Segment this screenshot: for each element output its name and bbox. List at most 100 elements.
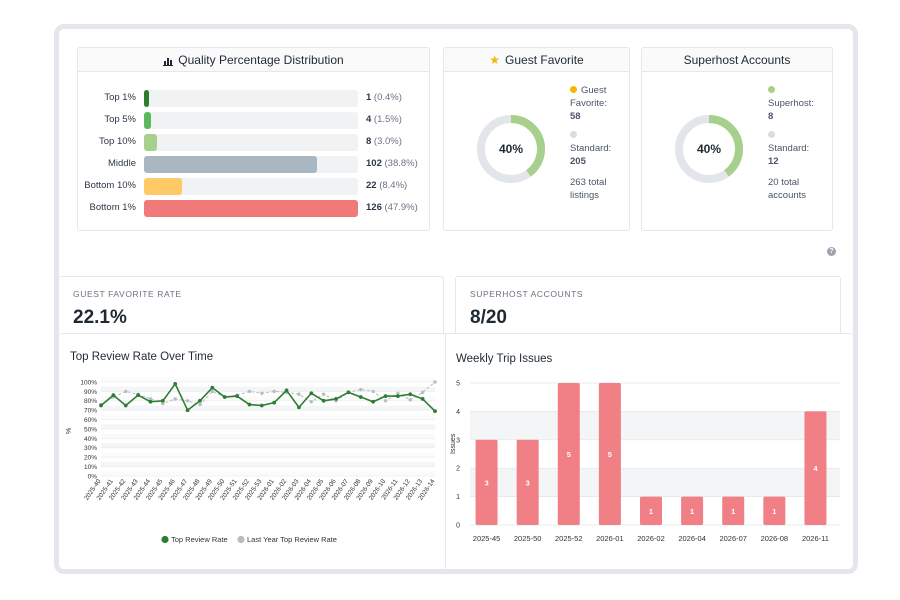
gridband [101, 396, 435, 401]
guest-favorite-count: 58 [570, 111, 581, 122]
last-year-rate-point [396, 391, 400, 395]
quality-row: Bottom 1% 126 (47.9%) [78, 200, 431, 217]
top-review-rate-point [383, 394, 388, 398]
y-tick-label: 30% [84, 445, 97, 452]
y-tick-label: 0% [88, 473, 98, 480]
y-tick-label: 90% [84, 389, 97, 396]
top-review-rate-point [222, 395, 227, 399]
legend-label-top-review-rate: Top Review Rate [171, 535, 228, 544]
quality-row-value: 102 (38.8%) [366, 158, 418, 169]
superhost-card: Superhost Accounts 40% Superhost: 8 Stan… [641, 47, 833, 231]
last-year-rate-point [247, 389, 252, 394]
bar-value-label: 3 [526, 478, 530, 487]
gridband [101, 424, 435, 429]
last-year-rate-point [433, 380, 437, 384]
last-year-rate-point [297, 392, 301, 396]
guest-favorite-legend: Guest Favorite: 58 Standard: 205 263 tot… [570, 84, 630, 202]
quality-distribution-header: Quality Percentage Distribution [78, 48, 429, 72]
top-review-rate-point [309, 391, 314, 396]
trip-issues-chart-title: Weekly Trip Issues [456, 353, 553, 365]
guest-favorite-rate-label: GUEST FAVORITE RATE [73, 289, 182, 299]
quality-row: Top 5% 4 (1.5%) [78, 112, 431, 129]
last-year-rate-point [359, 387, 363, 392]
quality-row-track [144, 200, 358, 217]
top-review-rate-point [111, 393, 116, 398]
last-year-rate-point [371, 389, 375, 394]
top-review-rate-point [198, 398, 202, 403]
x-tick-label: 2026-02 [637, 534, 665, 543]
y-tick-label: 70% [84, 408, 97, 415]
trip-issues-bar [722, 496, 745, 525]
guest-favorite-title: Guest Favorite [505, 52, 584, 67]
x-tick-label: 2025-45 [473, 534, 501, 543]
trip-issues-bar [640, 496, 662, 525]
bar-value-label: 5 [567, 450, 571, 459]
quality-row-bar [144, 156, 318, 173]
quality-row-label: Middle [108, 158, 136, 169]
superhost-accounts-label: SUPERHOST ACCOUNTS [470, 289, 584, 299]
quality-row-track [144, 178, 358, 195]
gridband [101, 452, 435, 458]
superhost-title: Superhost Accounts [683, 52, 791, 67]
trip-issues-bar [681, 496, 704, 525]
quality-row-bar [144, 134, 158, 151]
gridband [101, 461, 435, 467]
quality-row-value: 1 (0.4%) [366, 92, 402, 103]
top-review-rate-point [420, 397, 425, 401]
top-review-rate-point [160, 398, 165, 403]
trip-issues-bar [557, 383, 580, 525]
top-review-rate-point [259, 403, 264, 408]
quality-row-label: Top 5% [104, 114, 136, 125]
y-axis-label: % [66, 428, 73, 434]
y-tick-label: 3 [456, 437, 460, 444]
superhost-header: Superhost Accounts [642, 48, 832, 72]
last-year-rate-point [198, 402, 202, 407]
y-tick-label: 50% [84, 426, 97, 433]
dashboard-frame: Quality Percentage Distribution Top 1% 1 … [54, 24, 858, 574]
quality-row-value: 22 (8.4%) [366, 180, 408, 191]
top-review-rate-point [321, 398, 326, 403]
standard-count: 205 [570, 156, 586, 167]
standard-dot [768, 131, 775, 138]
trip-issues-bar [516, 439, 539, 525]
guest-favorite-header: ★ Guest Favorite [444, 48, 629, 72]
y-tick-label: 20% [84, 455, 97, 462]
star-icon: ★ [489, 52, 501, 67]
top-review-rate-line [100, 382, 436, 412]
trip-issues-chart: 012345Issues32025-4532025-5052025-525202… [450, 381, 840, 543]
guest-favorite-donut [477, 115, 545, 183]
gridband [101, 414, 435, 420]
top-review-rate-point [210, 385, 215, 390]
x-tick-label: 2026-11 [802, 534, 829, 543]
help-icon[interactable]: ? [827, 247, 836, 256]
quality-distribution-title: Quality Percentage Distribution [178, 52, 344, 67]
standard-count: 12 [768, 156, 779, 167]
quality-row-track [144, 112, 358, 129]
y-tick-label: 40% [84, 436, 97, 443]
top-review-rate-point [173, 381, 178, 386]
quality-row-bar [144, 200, 358, 217]
last-year-rate-point [173, 397, 177, 401]
quality-row-bar [144, 90, 149, 107]
trip-issues-chart-card: Weekly Trip Issues 0 1 2 3 4 5 Issues 3 2025-45 3… [445, 333, 853, 569]
top-review-rate-point [346, 390, 351, 395]
y-tick-label: 4 [456, 409, 460, 416]
bar-chart-icon [163, 55, 174, 66]
x-tick-label: 2026-08 [761, 534, 789, 543]
guest-favorite-rate-value: 22.1% [73, 307, 127, 328]
review-rate-chart-title: Top Review Rate Over Time [70, 351, 214, 363]
y-axis-label: Issues [450, 433, 457, 454]
guest-favorite-arc [477, 115, 545, 183]
guest-favorite-card: ★ Guest Favorite 40% Guest Favorite: 58 … [443, 47, 630, 231]
quality-row-bar [144, 178, 182, 195]
top-review-rate-point [185, 408, 190, 413]
bar-value-label: 1 [772, 507, 776, 516]
quality-row: Bottom 10% 22 (8.4%) [78, 178, 431, 195]
y-tick-label: 60% [84, 417, 97, 424]
top-review-rate-point [123, 403, 128, 408]
quality-row-value: 4 (1.5%) [366, 114, 402, 125]
bar-value-label: 1 [690, 507, 694, 516]
review-rate-chart-card: Top Review Rate Over Time 0% 10% 20% 30% 40%… [59, 333, 449, 569]
quality-row-track [144, 90, 358, 107]
last-year-rate-point [272, 389, 276, 394]
